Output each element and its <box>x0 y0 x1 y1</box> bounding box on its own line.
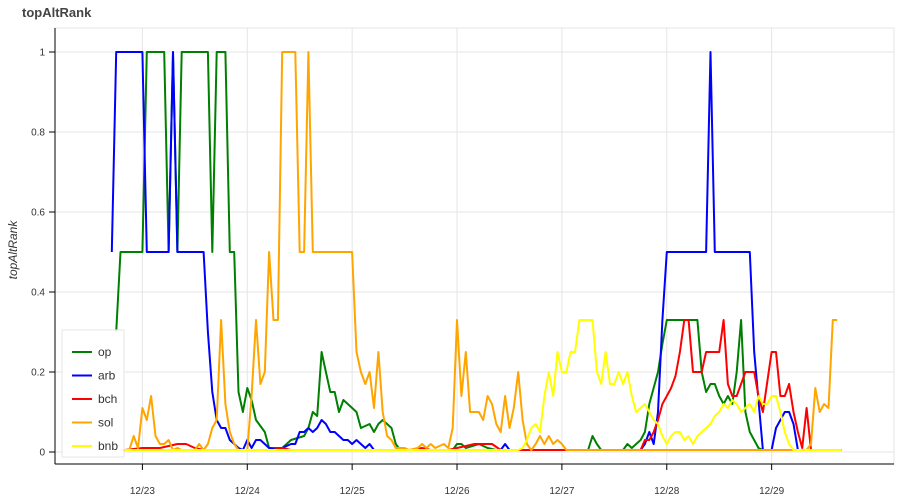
y-tick-label: 0.8 <box>31 128 45 139</box>
legend-label-op: op <box>98 345 112 359</box>
legend: op arb bch sol bnb <box>61 329 125 458</box>
x-tick-label: 12/28 <box>654 486 679 497</box>
y-axis-ticks: 0 0.2 0.4 0.6 0.8 1 <box>31 48 55 459</box>
x-tick-label: 12/24 <box>235 486 260 497</box>
series-line-op <box>115 51 842 451</box>
legend-label-arb: arb <box>98 369 116 383</box>
series-line-arb <box>110 51 842 451</box>
x-tick-label: 12/27 <box>549 486 574 497</box>
y-tick-label: 0.6 <box>31 208 45 219</box>
legend-label-bnb: bnb <box>98 439 118 453</box>
x-tick-label: 12/26 <box>445 486 470 497</box>
x-tick-label: 12/23 <box>130 486 155 497</box>
grid-lines <box>55 28 894 464</box>
legend-label-sol: sol <box>98 416 113 430</box>
y-tick-label: 1 <box>39 48 45 59</box>
y-tick-label: 0.4 <box>31 288 45 299</box>
chart-title: topAltRank <box>22 5 92 20</box>
plot-area: 0 0.2 0.4 0.6 0.8 1 12/23 12/24 12/25 12/26 12/27… <box>31 27 895 497</box>
series-line-sol <box>120 51 838 451</box>
x-axis-ticks: 12/23 12/24 12/25 12/26 12/27 12/28 12/29 <box>130 464 785 497</box>
x-tick-label: 12/25 <box>340 486 365 497</box>
y-tick-label: 0 <box>39 448 45 459</box>
series-line-bnb <box>124 319 842 451</box>
y-tick-label: 0.2 <box>31 368 45 379</box>
legend-label-bch: bch <box>98 392 117 406</box>
axes <box>54 28 894 465</box>
series-lines <box>110 51 842 451</box>
x-tick-label: 12/29 <box>759 486 784 497</box>
y-axis-label: topAltRank <box>6 220 20 280</box>
